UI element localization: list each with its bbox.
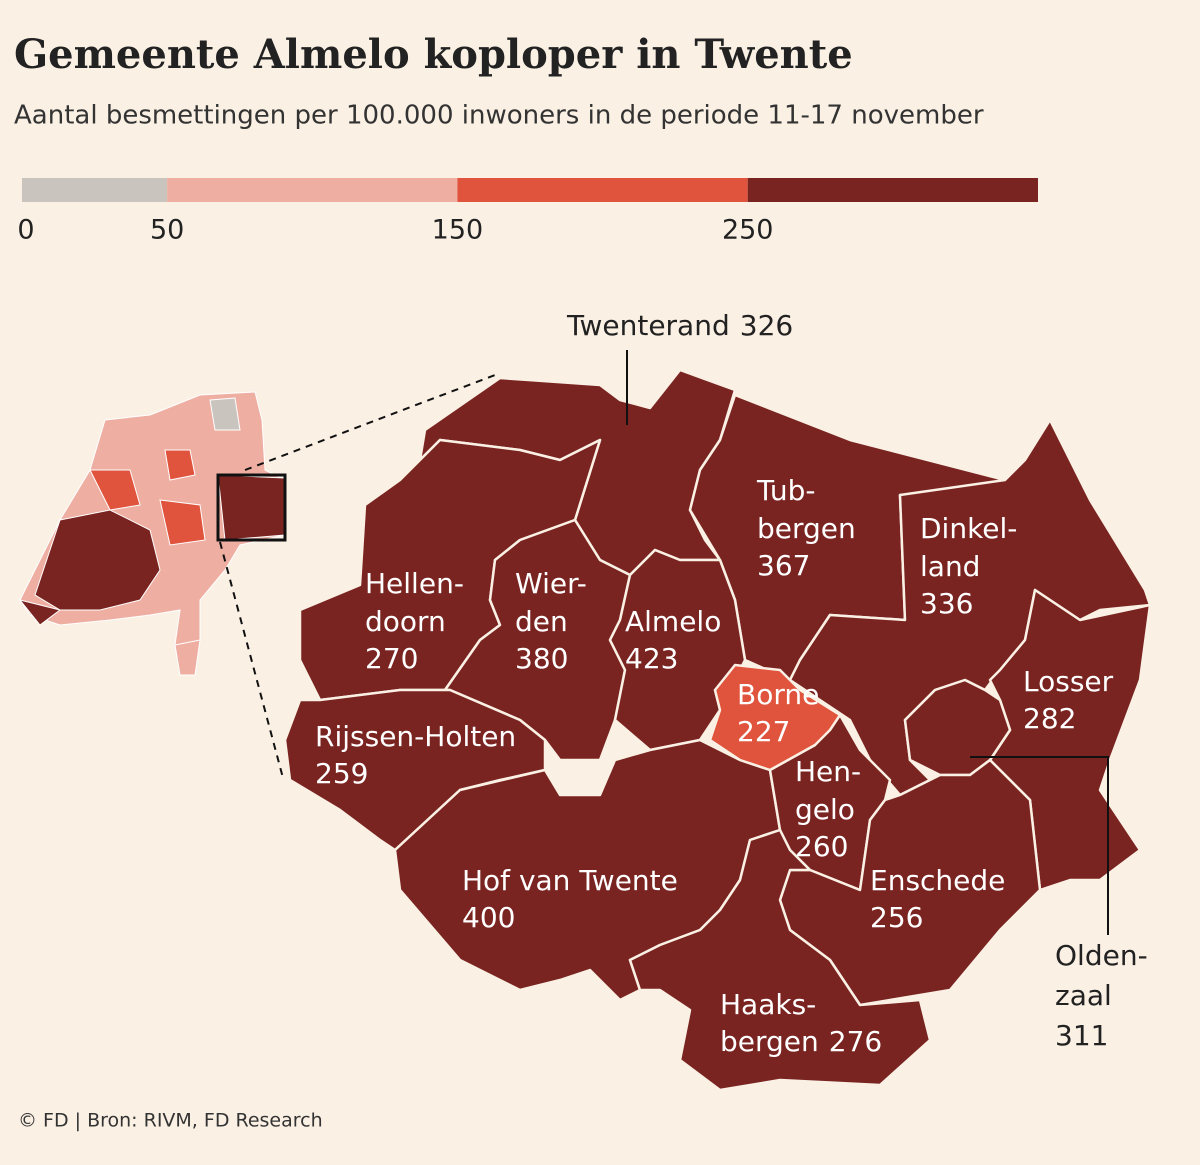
region-name: doorn: [365, 605, 446, 638]
region-name: Haaks-: [720, 988, 816, 1021]
region-label: Losser 282: [1023, 665, 1114, 735]
region-labels: Twenterand 326 Tub-bergen 367 Dinkel-land 3…: [315, 309, 1148, 1058]
region-label: Hof van Twente 400: [462, 864, 678, 934]
region-name: Olden-: [1055, 939, 1148, 972]
region-label: Borne 227: [737, 678, 819, 748]
region-label: Tub-bergen 367: [756, 474, 856, 582]
region-label: Haaks-bergen 276: [720, 988, 882, 1058]
region-value: 400: [462, 901, 515, 934]
overview-map: [18, 391, 286, 676]
region-label: Wier-den 380: [515, 567, 587, 675]
legend-tick-label: 50: [150, 215, 184, 246]
title: Gemeente Almelo koploper in Twente: [14, 31, 853, 78]
legend-tick-label: 0: [17, 215, 34, 246]
region-name: bergen: [720, 1025, 819, 1058]
legend-swatch: [167, 178, 458, 202]
region-name: gelo: [795, 793, 855, 826]
source: © FD | Bron: RIVM, FD Research: [18, 1110, 323, 1132]
region-value: 276: [829, 1025, 882, 1058]
region-value: 423: [625, 642, 678, 675]
region-value: 259: [315, 757, 368, 790]
legend-swatch: [457, 178, 748, 202]
region-label: Olden-zaal 311: [1055, 939, 1148, 1052]
region-name: Enschede: [870, 864, 1005, 897]
zoom-line: [219, 541, 284, 779]
legend-swatch: [747, 178, 1038, 202]
zoom-line: [244, 374, 496, 471]
region-value: 311: [1055, 1019, 1108, 1052]
region-name: Hen-: [795, 755, 861, 788]
leader-line: [970, 756, 1109, 935]
region-name: Losser: [1023, 665, 1114, 698]
region-value: 260: [795, 830, 848, 863]
region-value: 380: [515, 642, 568, 675]
legend-tick-label: 150: [432, 215, 484, 246]
region-label: Hellen-doorn 270: [365, 567, 464, 675]
region-name: Rijssen-Holten: [315, 720, 516, 753]
region-value: 256: [870, 901, 923, 934]
region-value: 282: [1023, 702, 1076, 735]
region-value: 336: [920, 587, 973, 620]
region-value: 227: [737, 715, 790, 748]
region-label: Hen-gelo 260: [795, 755, 861, 863]
region-name: zaal: [1055, 979, 1112, 1012]
region-name: Borne: [737, 678, 819, 711]
region-label: Enschede 256: [870, 864, 1005, 934]
region-name: Wier-: [515, 567, 587, 600]
region-value: 367: [757, 549, 810, 582]
legend-tick-label: 250: [722, 215, 774, 246]
region-label: Rijssen-Holten 259: [315, 720, 516, 790]
region-name: Hof van Twente: [462, 864, 678, 897]
region-value: 270: [365, 642, 418, 675]
region-name: bergen: [757, 512, 856, 545]
region-name: den: [515, 605, 568, 638]
region-name: land: [920, 550, 980, 583]
legend: 0 50 150 250: [17, 178, 1038, 246]
region-value: 326: [740, 309, 793, 342]
region-name: Hellen-: [365, 567, 464, 600]
region-label: Dinkel-land 336: [920, 512, 1017, 620]
region-label: Twenterand 326: [566, 309, 793, 342]
legend-swatch: [22, 178, 168, 202]
zoom-box: [216, 473, 287, 542]
region-label: Almelo 423: [625, 605, 721, 675]
region-name: Dinkel-: [920, 512, 1017, 545]
region: [628, 828, 932, 1092]
region-name: Almelo: [625, 605, 721, 638]
twente-regions: [283, 368, 1152, 1092]
region-name: Tub-: [756, 474, 815, 507]
subtitle: Aantal besmettingen per 100.000 inwoners…: [14, 101, 984, 131]
region: [708, 663, 842, 772]
region-name: Twenterand: [566, 309, 730, 342]
